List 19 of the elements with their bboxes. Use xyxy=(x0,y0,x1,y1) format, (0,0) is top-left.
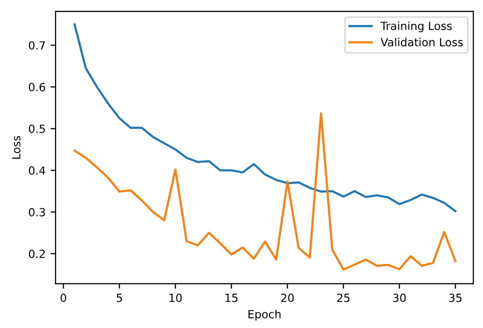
y-tick-label: 0.6 xyxy=(28,82,46,92)
x-tick-label: 25 xyxy=(337,294,350,302)
x-tick-label: 10 xyxy=(170,294,182,302)
x-tick-label: 20 xyxy=(281,294,294,302)
x-tick-label: 30 xyxy=(393,294,406,302)
x-tick-label: 35 xyxy=(449,294,462,302)
y-tick-label: 0.7 xyxy=(28,41,45,50)
x-axis-title: Epoch xyxy=(248,310,281,321)
y-tick-label: 0.2 xyxy=(28,250,45,258)
line-series xyxy=(74,112,456,271)
legend-label: Training Loss xyxy=(380,21,452,32)
x-tick-label: 5 xyxy=(116,294,122,302)
x-tick-label: 0 xyxy=(60,294,66,302)
y-axis-title: Loss xyxy=(12,136,20,159)
x-tick-label: 15 xyxy=(226,294,238,302)
legend-label: Validation Loss xyxy=(380,38,463,46)
y-tick-label: 0.4 xyxy=(28,166,46,175)
y-tick-label: 0.3 xyxy=(28,208,45,216)
y-tick-label: 0.5 xyxy=(28,124,45,134)
